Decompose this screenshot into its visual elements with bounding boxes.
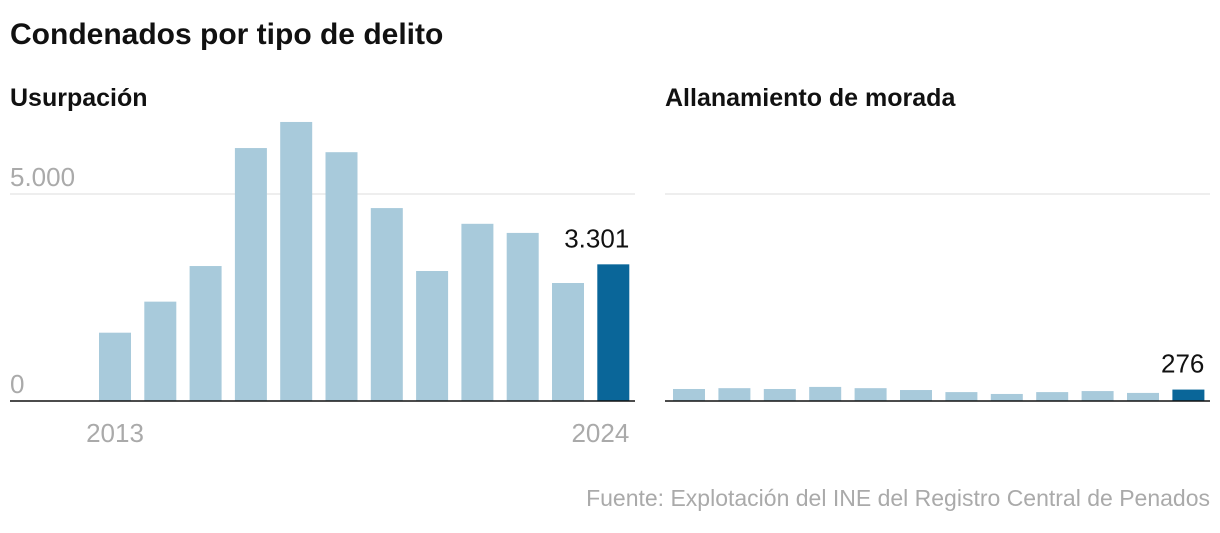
bar <box>325 152 358 401</box>
bar <box>990 393 1023 401</box>
bar <box>900 390 932 401</box>
bar <box>809 386 842 401</box>
x-tick-label: 2013 <box>86 418 144 448</box>
bar <box>1127 392 1159 401</box>
bar <box>280 121 313 402</box>
chart-title: Allanamiento de morada <box>665 84 956 112</box>
value-label: 3.301 <box>564 223 629 253</box>
page-title: Condenados por tipo de delito <box>10 18 443 51</box>
chart-title: Usurpación <box>10 84 148 112</box>
bar <box>99 332 131 401</box>
bar <box>597 264 630 401</box>
bar <box>552 283 584 401</box>
y-tick-label: 0 <box>10 369 24 399</box>
bar <box>1172 389 1205 401</box>
bar <box>945 392 978 401</box>
bar <box>189 266 222 401</box>
bar <box>506 232 539 401</box>
bar <box>1081 391 1114 401</box>
bar <box>854 388 887 401</box>
bar <box>234 148 267 401</box>
x-tick-label: 2024 <box>571 418 629 448</box>
bar <box>1036 392 1069 401</box>
bar <box>461 223 494 401</box>
source: Fuente: Explotación del INE del Registro… <box>586 485 1210 511</box>
value-label: 276 <box>1161 349 1204 379</box>
bar <box>763 388 796 401</box>
y-tick-label: 5.000 <box>10 162 75 192</box>
bar <box>144 301 177 401</box>
bar <box>416 271 449 401</box>
bar <box>718 388 751 401</box>
bar <box>370 208 403 401</box>
bar <box>673 388 705 401</box>
